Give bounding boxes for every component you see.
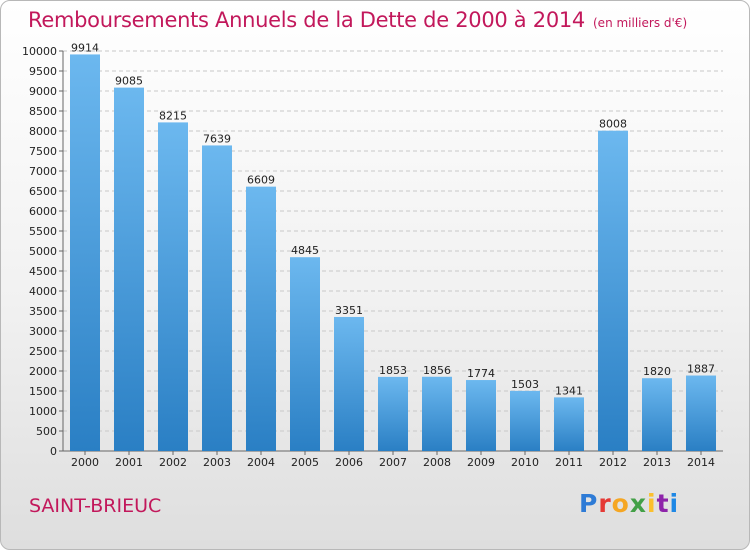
x-tick-label: 2001 — [115, 456, 143, 469]
bar — [202, 145, 232, 451]
x-tick-label: 2009 — [467, 456, 495, 469]
y-tick-label: 1500 — [29, 385, 57, 398]
chart-title: Remboursements Annuels de la Dette de 20… — [28, 8, 687, 32]
y-tick-label: 9500 — [29, 65, 57, 78]
proxiti-logo[interactable]: Proxiti — [579, 489, 679, 518]
data-label: 1856 — [423, 364, 451, 377]
bar — [334, 316, 364, 451]
x-tick-label: 2007 — [379, 456, 407, 469]
logo-letter: r — [598, 489, 612, 518]
data-label: 9085 — [115, 75, 143, 88]
data-label: 1341 — [555, 384, 583, 397]
y-tick-label: 5000 — [29, 245, 57, 258]
chart-title-unit: (en milliers d'€) — [593, 16, 688, 30]
y-tick-label: 8500 — [29, 105, 57, 118]
y-tick-label: 0 — [50, 445, 57, 458]
data-label: 1774 — [467, 367, 495, 380]
x-tick-label: 2012 — [599, 456, 627, 469]
data-label: 7639 — [203, 132, 231, 145]
bar — [70, 54, 100, 451]
y-tick-label: 2000 — [29, 365, 57, 378]
data-label: 8008 — [599, 118, 627, 131]
x-tick-label: 2005 — [291, 456, 319, 469]
data-label: 1853 — [379, 364, 407, 377]
y-tick-label: 7000 — [29, 165, 57, 178]
y-tick-label: 4500 — [29, 265, 57, 278]
y-tick-label: 10000 — [22, 45, 57, 58]
y-tick-label: 7500 — [29, 145, 57, 158]
data-label: 9914 — [71, 41, 99, 54]
data-label: 8215 — [159, 109, 187, 122]
bar — [686, 375, 716, 451]
bar — [158, 122, 188, 452]
bar — [114, 87, 144, 451]
y-tick-label: 9000 — [29, 85, 57, 98]
bar — [246, 186, 276, 451]
x-tick-label: 2011 — [555, 456, 583, 469]
data-label: 3351 — [335, 304, 363, 317]
x-tick-label: 2000 — [71, 456, 99, 469]
x-tick-label: 2008 — [423, 456, 451, 469]
bar — [510, 390, 540, 451]
x-tick-label: 2004 — [247, 456, 275, 469]
x-tick-label: 2003 — [203, 456, 231, 469]
logo-letter: o — [611, 489, 630, 518]
logo-letter: i — [669, 489, 680, 518]
y-tick-label: 4000 — [29, 285, 57, 298]
y-tick-label: 1000 — [29, 405, 57, 418]
bar — [378, 376, 408, 451]
y-tick-label: 6500 — [29, 185, 57, 198]
data-label: 6609 — [247, 174, 275, 187]
logo-letter: x — [629, 489, 647, 518]
bar — [290, 257, 320, 451]
x-tick-label: 2014 — [687, 456, 715, 469]
city-name: SAINT-BRIEUC — [29, 495, 162, 517]
logo-letter: i — [647, 489, 657, 518]
bar — [422, 376, 452, 451]
chart-title-text: Remboursements Annuels de la Dette de 20… — [28, 8, 585, 32]
data-label: 4845 — [291, 244, 319, 257]
data-label: 1503 — [511, 378, 539, 391]
y-tick-label: 3000 — [29, 325, 57, 338]
y-tick-label: 8000 — [29, 125, 57, 138]
y-tick-label: 6000 — [29, 205, 57, 218]
bar — [466, 380, 496, 451]
data-label: 1887 — [687, 363, 715, 376]
bar — [554, 397, 584, 451]
labels: 0 500 1000 1500 2000 2500 3000 3500 4000 4500 5000… — [22, 41, 715, 469]
logo-letter: P — [579, 489, 599, 518]
bars — [70, 54, 716, 452]
x-tick-label: 2006 — [335, 456, 363, 469]
data-label: 1820 — [643, 365, 671, 378]
y-tick-label: 5500 — [29, 225, 57, 238]
bar — [598, 130, 628, 451]
y-tick-label: 2500 — [29, 345, 57, 358]
y-tick-label: 3500 — [29, 305, 57, 318]
logo-letter: t — [656, 489, 670, 518]
x-tick-label: 2013 — [643, 456, 671, 469]
y-tick-label: 500 — [36, 425, 57, 438]
x-tick-label: 2010 — [511, 456, 539, 469]
bar — [642, 378, 672, 451]
x-tick-label: 2002 — [159, 456, 187, 469]
